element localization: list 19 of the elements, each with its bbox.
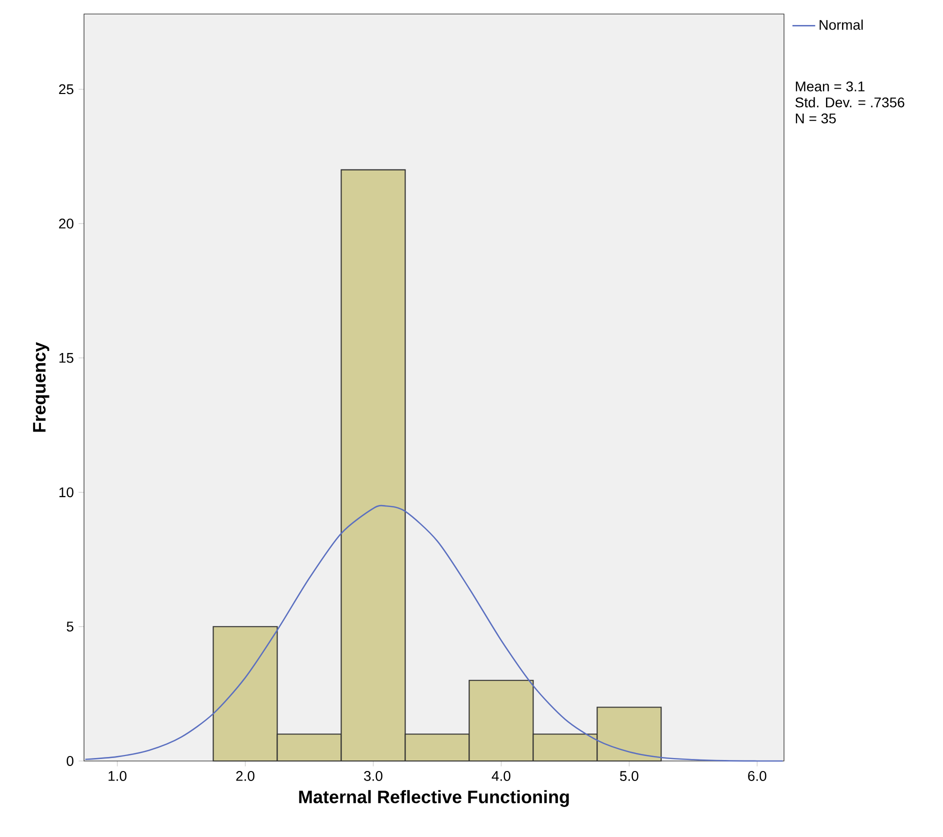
y-tick-label: 5 — [66, 622, 74, 632]
y-tick-label: 10 — [59, 487, 74, 498]
x-tick-label: 2.0 — [236, 771, 254, 781]
text: N = 35 — [796, 113, 836, 124]
x-axis-title: Maternal Reflective Functioning — [299, 790, 569, 807]
line-series — [84, 504, 784, 762]
y-tick-label: 20 — [59, 218, 74, 229]
x-tick-label: 1.0 — [108, 771, 126, 781]
y-tick-label: 0 — [66, 756, 74, 766]
x-tick-label: 4.0 — [492, 771, 510, 781]
y-tick-label: 25 — [59, 84, 74, 94]
text: Mean = 3.1 — [796, 81, 864, 92]
text: Std. Dev. = .7356 — [795, 97, 904, 108]
x-tick-label: 5.0 — [620, 771, 638, 781]
x-tick-label: 6.0 — [748, 771, 766, 781]
y-tick-label: 15 — [59, 353, 74, 363]
x-tick-label: 3.0 — [364, 771, 382, 781]
legend-label: Normal — [820, 20, 863, 30]
y-axis-title: Frequency — [33, 342, 50, 432]
